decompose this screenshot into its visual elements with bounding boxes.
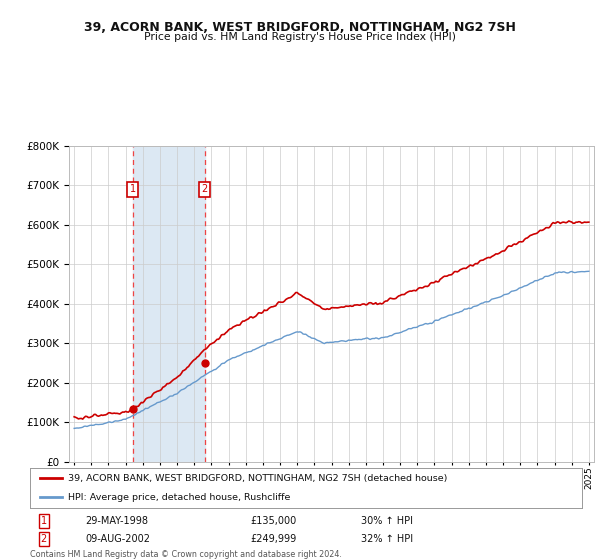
Text: £249,999: £249,999	[251, 534, 297, 544]
Text: Contains HM Land Registry data © Crown copyright and database right 2024.
This d: Contains HM Land Registry data © Crown c…	[30, 550, 342, 560]
Text: 32% ↑ HPI: 32% ↑ HPI	[361, 534, 413, 544]
Text: 09-AUG-2002: 09-AUG-2002	[85, 534, 150, 544]
Text: HPI: Average price, detached house, Rushcliffe: HPI: Average price, detached house, Rush…	[68, 493, 290, 502]
Text: 39, ACORN BANK, WEST BRIDGFORD, NOTTINGHAM, NG2 7SH (detached house): 39, ACORN BANK, WEST BRIDGFORD, NOTTINGH…	[68, 474, 447, 483]
Text: 39, ACORN BANK, WEST BRIDGFORD, NOTTINGHAM, NG2 7SH: 39, ACORN BANK, WEST BRIDGFORD, NOTTINGH…	[84, 21, 516, 34]
Bar	[133, 146, 205, 462]
Text: 1: 1	[41, 516, 47, 526]
Text: £135,000: £135,000	[251, 516, 297, 526]
Text: 29-MAY-1998: 29-MAY-1998	[85, 516, 148, 526]
Text: 2: 2	[202, 184, 208, 194]
Text: 1: 1	[130, 184, 136, 194]
Text: Price paid vs. HM Land Registry's House Price Index (HPI): Price paid vs. HM Land Registry's House …	[144, 32, 456, 43]
Text: 30% ↑ HPI: 30% ↑ HPI	[361, 516, 413, 526]
Text: 2: 2	[41, 534, 47, 544]
